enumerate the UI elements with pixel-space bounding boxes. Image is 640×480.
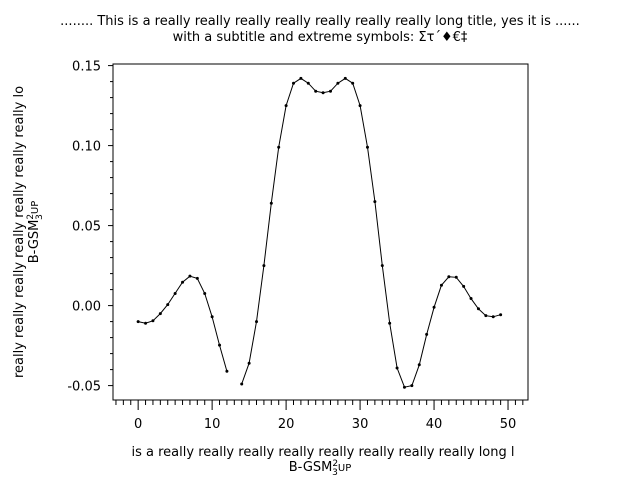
axis-ticks: 0 10 20 30 40 50 0.15 0.10 0.05 0.00 -0.05 [67, 60, 524, 432]
data-point [476, 307, 480, 311]
data-point [188, 274, 192, 278]
data-point [218, 343, 222, 347]
data-point [284, 104, 288, 108]
x-tick-label: 0 [134, 417, 142, 432]
data-point [447, 275, 451, 279]
data-point [454, 275, 458, 279]
data-point [432, 305, 436, 309]
series-line [138, 275, 228, 372]
series-line [241, 77, 501, 388]
data-point [314, 89, 318, 93]
data-point [425, 332, 429, 336]
data-point [380, 264, 384, 268]
data-point [306, 81, 310, 85]
data-point [262, 264, 266, 268]
chart-subtitle: with a subtitle and extreme symbols: Στ΄… [173, 30, 468, 45]
data-point [181, 280, 185, 284]
data-point [195, 276, 199, 280]
data-point [395, 366, 399, 370]
chart-title: ........ This is a really really really … [60, 14, 580, 29]
data-point [351, 81, 355, 85]
data-series [136, 76, 503, 389]
data-point [255, 320, 259, 324]
data-point [144, 321, 148, 325]
y-tick-label: 0.15 [72, 60, 101, 75]
data-point [299, 76, 303, 80]
x-axis-label: is a really really really really really … [132, 445, 515, 460]
data-point [203, 291, 207, 295]
data-point [336, 81, 340, 85]
data-point [151, 319, 155, 323]
data-point [499, 313, 503, 317]
data-point [439, 283, 443, 287]
data-point [402, 385, 406, 389]
plot-frame [112, 63, 529, 401]
data-point [269, 201, 273, 205]
data-point [373, 200, 377, 204]
data-point [225, 369, 229, 373]
x-tick-label: 40 [426, 417, 443, 432]
data-point [240, 382, 244, 386]
data-point [484, 314, 488, 318]
y-tick-label: 0.05 [72, 220, 101, 235]
data-point [328, 89, 332, 93]
x-tick-label: 30 [352, 417, 369, 432]
x-axis-label-units: B-GSM2 3UP [289, 459, 351, 478]
data-point [365, 145, 369, 149]
data-point [321, 91, 325, 95]
data-point [291, 81, 295, 85]
data-point [388, 321, 392, 325]
data-point [247, 361, 251, 365]
data-point [462, 284, 466, 288]
y-tick-label: -0.05 [67, 380, 101, 395]
data-point [469, 297, 473, 301]
data-point [158, 312, 162, 316]
data-point [166, 303, 170, 307]
y-axis-label: really really really really really reall… [12, 86, 27, 378]
data-point [136, 320, 140, 324]
data-point [491, 315, 495, 319]
data-point [343, 76, 347, 80]
y-tick-label: 0.10 [72, 140, 101, 155]
data-point [277, 145, 281, 149]
data-point [173, 291, 177, 295]
x-tick-label: 50 [500, 417, 517, 432]
y-tick-label: 0.00 [72, 300, 101, 315]
data-point [417, 363, 421, 367]
data-point [358, 104, 362, 108]
data-point [410, 384, 414, 388]
data-point [210, 315, 214, 319]
y-axis-label-units: B-GSM23UP [26, 201, 45, 263]
x-tick-label: 10 [204, 417, 221, 432]
x-tick-label: 20 [278, 417, 295, 432]
